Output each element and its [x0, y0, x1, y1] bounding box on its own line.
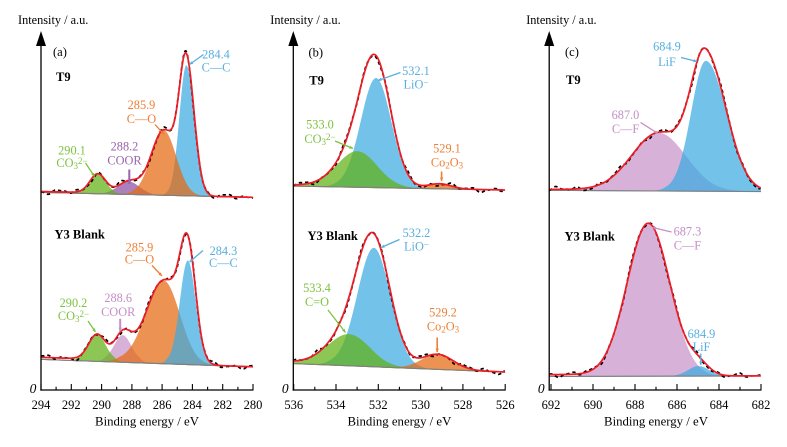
svg-text:532.1: 532.1 [402, 64, 430, 78]
svg-text:Co2O3: Co2O3 [431, 156, 464, 171]
svg-text:COOR: COOR [107, 154, 142, 168]
svg-text:(c): (c) [565, 45, 579, 59]
svg-text:530: 530 [411, 398, 430, 412]
svg-text:532: 532 [369, 398, 388, 412]
svg-text:COOR: COOR [101, 305, 136, 319]
svg-text:687.0: 687.0 [612, 108, 640, 122]
svg-text:0: 0 [30, 381, 37, 396]
svg-text:Intensity / a.u.: Intensity / a.u. [270, 13, 340, 27]
svg-text:LiF: LiF [693, 340, 711, 354]
svg-text:0: 0 [538, 381, 545, 396]
svg-text:T9: T9 [309, 74, 324, 88]
svg-text:687.3: 687.3 [674, 224, 702, 238]
svg-text:280: 280 [244, 398, 263, 412]
svg-text:682: 682 [752, 398, 771, 412]
svg-text:684.9: 684.9 [653, 40, 681, 54]
svg-text:LiO−: LiO− [404, 77, 429, 91]
svg-text:LiF: LiF [658, 55, 676, 69]
svg-text:0: 0 [282, 381, 289, 396]
svg-text:290.1: 290.1 [58, 144, 86, 158]
svg-text:Intensity / a.u.: Intensity / a.u. [18, 13, 88, 27]
svg-text:C—F: C—F [612, 122, 639, 136]
svg-text:LiO−: LiO− [404, 239, 429, 253]
svg-text:284.3: 284.3 [210, 244, 238, 258]
svg-text:C=O: C=O [305, 295, 329, 309]
svg-text:686: 686 [668, 398, 687, 412]
svg-text:C—C: C—C [202, 61, 231, 75]
svg-text:C—F: C—F [674, 238, 701, 252]
svg-text:Binding energy / eV: Binding energy / eV [604, 415, 709, 429]
svg-text:(b): (b) [309, 46, 324, 60]
svg-text:534: 534 [327, 398, 347, 412]
svg-text:294: 294 [32, 398, 52, 412]
svg-text:529.2: 529.2 [429, 306, 457, 320]
svg-text:Co2O3: Co2O3 [427, 320, 460, 335]
svg-text:529.1: 529.1 [433, 141, 461, 155]
svg-text:Binding energy / eV: Binding energy / eV [347, 415, 452, 429]
svg-text:684: 684 [710, 398, 730, 412]
svg-text:692: 692 [542, 398, 561, 412]
svg-text:290: 290 [92, 398, 111, 412]
svg-text:T9: T9 [566, 73, 581, 87]
svg-text:284.4: 284.4 [202, 48, 230, 62]
svg-text:C—O: C—O [127, 112, 156, 126]
svg-text:C—O: C—O [125, 253, 154, 267]
svg-text:533.4: 533.4 [303, 281, 331, 295]
svg-text:288: 288 [123, 398, 142, 412]
svg-text:292: 292 [62, 398, 81, 412]
svg-text:Y3 Blank: Y3 Blank [565, 230, 615, 244]
svg-text:690: 690 [584, 398, 603, 412]
svg-text:688: 688 [626, 398, 645, 412]
svg-text:532.2: 532.2 [403, 226, 431, 240]
svg-text:533.0: 533.0 [306, 117, 334, 131]
svg-text:684.9: 684.9 [688, 327, 716, 341]
svg-text:536: 536 [284, 398, 303, 412]
svg-text:Y3 Blank: Y3 Blank [55, 228, 105, 242]
svg-text:288.2: 288.2 [111, 140, 139, 154]
svg-text:(a): (a) [53, 45, 67, 59]
svg-text:284: 284 [183, 398, 203, 412]
svg-text:Intensity / a.u.: Intensity / a.u. [526, 13, 596, 27]
svg-text:Binding energy / eV: Binding energy / eV [95, 415, 200, 429]
svg-text:288.6: 288.6 [104, 291, 132, 305]
svg-text:Y3 Blank: Y3 Blank [308, 229, 358, 243]
svg-text:286: 286 [153, 398, 172, 412]
svg-text:285.9: 285.9 [126, 241, 154, 255]
svg-text:T9: T9 [56, 70, 71, 84]
svg-text:290.2: 290.2 [60, 296, 88, 310]
svg-text:526: 526 [496, 398, 515, 412]
svg-text:285.9: 285.9 [128, 98, 156, 112]
svg-text:528: 528 [454, 398, 473, 412]
svg-text:282: 282 [213, 398, 232, 412]
svg-text:C—C: C—C [209, 256, 238, 270]
